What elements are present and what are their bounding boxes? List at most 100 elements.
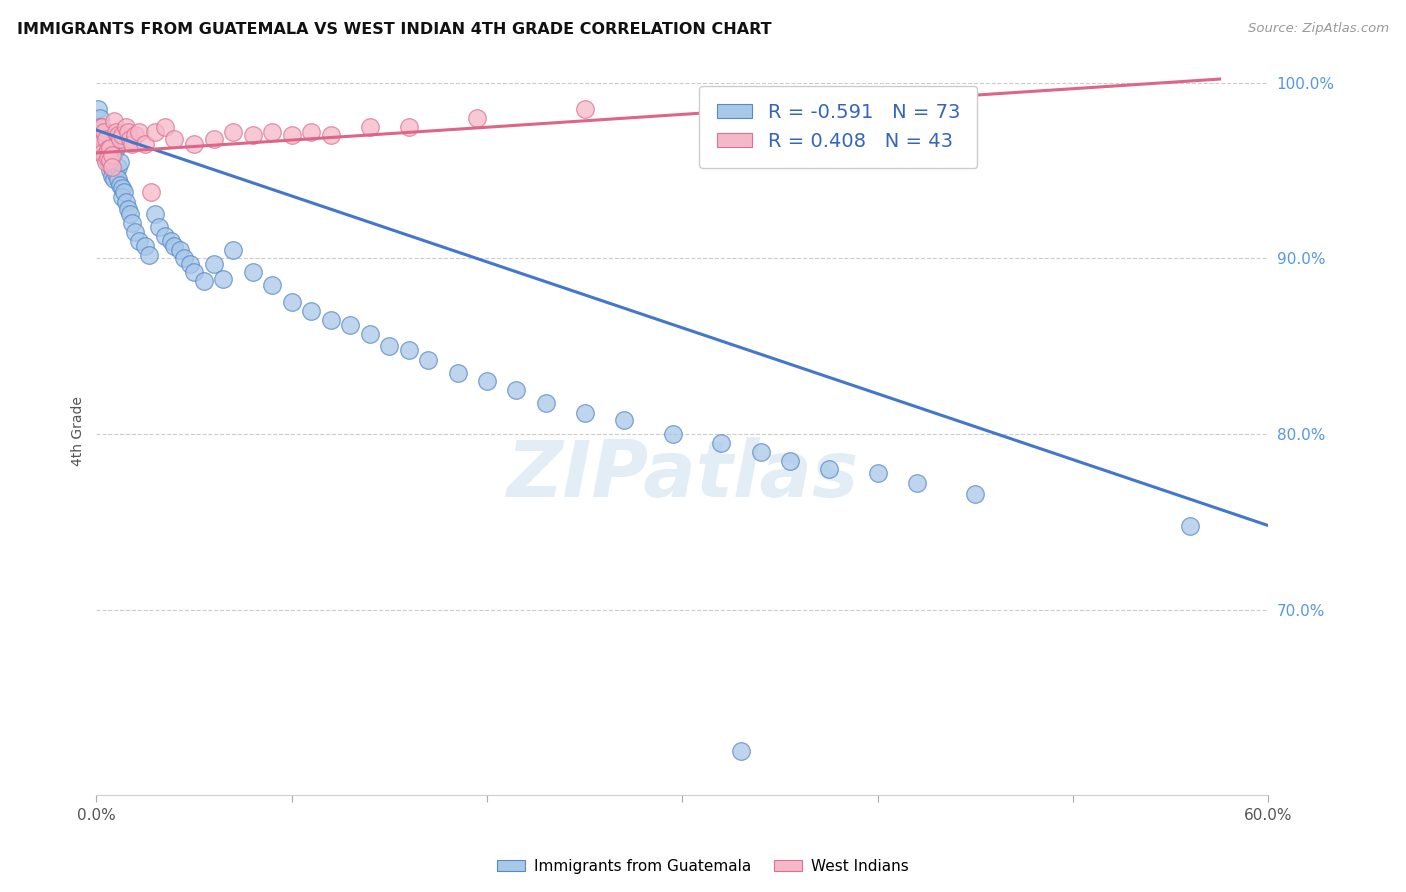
Point — [965, 487, 987, 501]
Point — [779, 453, 801, 467]
Point — [108, 154, 131, 169]
Point — [138, 248, 160, 262]
Point — [193, 274, 215, 288]
Point — [114, 120, 136, 134]
Y-axis label: 4th Grade: 4th Grade — [72, 397, 86, 467]
Point — [91, 125, 114, 139]
Point — [98, 151, 121, 165]
Point — [661, 427, 683, 442]
Point — [905, 476, 928, 491]
Point — [148, 219, 170, 234]
Point — [98, 153, 121, 167]
Point — [111, 190, 134, 204]
Point — [134, 137, 156, 152]
Text: Source: ZipAtlas.com: Source: ZipAtlas.com — [1249, 22, 1389, 36]
Point — [818, 462, 841, 476]
Point — [202, 257, 225, 271]
Point — [98, 163, 121, 178]
Point — [93, 145, 115, 160]
Point — [730, 744, 752, 758]
Point — [465, 111, 488, 125]
Point — [117, 202, 139, 216]
Point — [173, 252, 195, 266]
Point — [866, 466, 889, 480]
Point — [87, 128, 110, 143]
Point — [121, 137, 143, 152]
Point — [212, 272, 235, 286]
Point — [143, 125, 166, 139]
Point — [447, 366, 470, 380]
Point — [94, 132, 117, 146]
Point — [139, 185, 162, 199]
Point — [103, 145, 125, 160]
Point — [242, 128, 264, 143]
Point — [94, 151, 117, 165]
Point — [163, 132, 186, 146]
Point — [111, 128, 134, 143]
Legend: R = -0.591   N = 73, R = 0.408   N = 43: R = -0.591 N = 73, R = 0.408 N = 43 — [699, 86, 977, 169]
Point — [222, 243, 245, 257]
Point — [98, 141, 121, 155]
Point — [108, 178, 131, 192]
Point — [179, 257, 201, 271]
Text: ZIPatlas: ZIPatlas — [506, 437, 859, 513]
Point — [710, 436, 733, 450]
Point — [94, 154, 117, 169]
Point — [114, 195, 136, 210]
Point — [153, 228, 176, 243]
Point — [101, 169, 124, 183]
Point — [128, 125, 150, 139]
Point — [101, 160, 124, 174]
Point — [103, 114, 125, 128]
Point — [262, 125, 284, 139]
Point — [124, 128, 146, 143]
Point — [398, 343, 420, 357]
Point — [97, 154, 120, 169]
Point — [124, 225, 146, 239]
Point — [359, 120, 381, 134]
Point — [534, 395, 557, 409]
Point — [183, 137, 205, 152]
Point — [97, 145, 120, 160]
Point — [111, 181, 134, 195]
Point — [89, 120, 111, 134]
Point — [91, 120, 114, 134]
Point — [121, 216, 143, 230]
Point — [104, 141, 127, 155]
Point — [280, 128, 302, 143]
Point — [143, 207, 166, 221]
Point — [112, 185, 135, 199]
Point — [91, 145, 114, 160]
Point — [91, 134, 114, 148]
Point — [262, 277, 284, 292]
Point — [118, 132, 141, 146]
Point — [94, 141, 117, 155]
Point — [97, 151, 120, 165]
Point — [134, 239, 156, 253]
Point — [101, 147, 124, 161]
Point — [107, 160, 129, 174]
Point — [107, 172, 129, 186]
Point — [93, 125, 115, 139]
Point — [574, 102, 596, 116]
Point — [163, 239, 186, 253]
Point — [1180, 518, 1202, 533]
Point — [280, 295, 302, 310]
Point — [104, 167, 127, 181]
Point — [183, 265, 205, 279]
Point — [118, 207, 141, 221]
Point — [359, 326, 381, 341]
Point — [299, 304, 322, 318]
Point — [749, 444, 772, 458]
Point — [299, 125, 322, 139]
Point — [104, 125, 127, 139]
Point — [398, 120, 420, 134]
Point — [159, 234, 181, 248]
Point — [222, 125, 245, 139]
Point — [89, 137, 111, 152]
Point — [103, 172, 125, 186]
Point — [128, 234, 150, 248]
Point — [339, 318, 361, 333]
Point — [93, 137, 115, 152]
Point — [475, 375, 498, 389]
